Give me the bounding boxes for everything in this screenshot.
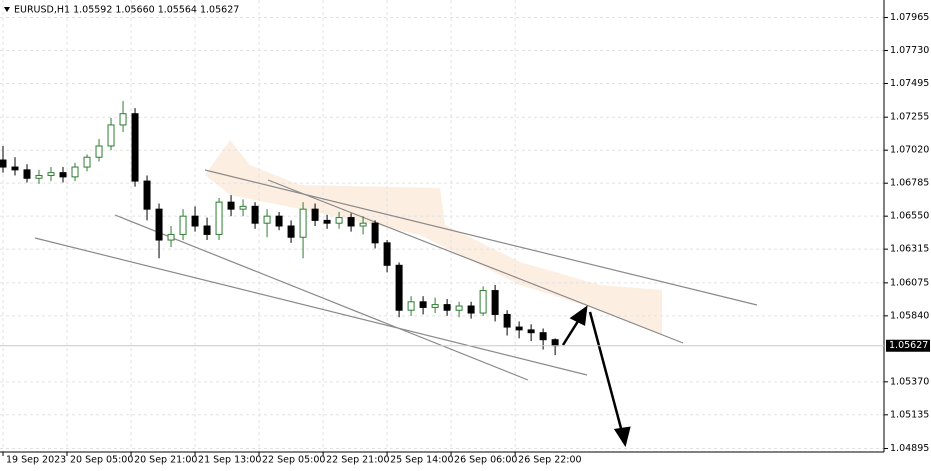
candle-body (551, 339, 559, 347)
candle-body (203, 225, 211, 235)
y-tick-label: 1.07495 (890, 78, 929, 89)
candle-body (35, 174, 43, 179)
y-tick-label: 1.04895 (890, 443, 929, 454)
candle-body (431, 304, 439, 308)
candle-body (299, 208, 307, 238)
candle-body (215, 201, 223, 235)
candle-body (227, 201, 235, 210)
candle-body (119, 113, 127, 126)
x-tick-label: 22 Sep 05:00 (262, 455, 325, 466)
candle-body (515, 326, 523, 331)
current-price-label: 1.05627 (889, 340, 928, 351)
candle-body (0, 159, 7, 168)
candle-body (419, 301, 427, 308)
x-tick-label: 26 Sep 06:00 (454, 455, 517, 466)
trend-line (34, 237, 588, 376)
candle-body (287, 225, 295, 238)
current-price-box (886, 339, 930, 352)
arrow-up (561, 317, 582, 346)
y-tick-label: 1.06075 (890, 277, 929, 288)
trend-line (114, 214, 529, 381)
candle-body (527, 329, 535, 334)
candle-body (311, 208, 319, 221)
menu-icon (4, 7, 10, 12)
x-tick-label: 20 Sep 21:00 (134, 455, 197, 466)
arrow-head (613, 426, 631, 448)
ichimoku-cloud (205, 140, 662, 335)
candle-body (479, 290, 487, 314)
candle-body (455, 305, 463, 311)
y-tick-label: 1.05370 (890, 376, 929, 387)
y-tick-label: 1.07965 (890, 12, 929, 23)
candle-body (167, 233, 175, 241)
x-tick-label: 22 Sep 21:00 (326, 455, 389, 466)
candle-body (263, 215, 271, 224)
candle-body (371, 222, 379, 244)
y-tick-label: 1.05840 (890, 310, 929, 321)
x-tick-label: 25 Sep 14:00 (390, 455, 453, 466)
y-tick-label: 1.05135 (890, 409, 929, 420)
candle-body (407, 301, 415, 311)
candles (0, 101, 559, 356)
y-tick-label: 1.07730 (890, 45, 929, 56)
x-tick-label: 19 Sep 2023 (6, 455, 66, 466)
candle-body (155, 208, 163, 241)
candle-body (323, 219, 331, 224)
candle-body (143, 180, 151, 210)
candle-body (539, 332, 547, 341)
candle-body (191, 215, 199, 227)
candle-body (11, 166, 19, 171)
x-tick-label: 21 Sep 13:00 (198, 455, 261, 466)
candle-body (131, 113, 139, 182)
candle-body (23, 169, 31, 179)
trend-line (267, 179, 684, 344)
candle-body (503, 313, 511, 328)
candle-body (95, 145, 103, 158)
y-tick-label: 1.06315 (890, 244, 929, 255)
arrow-head (569, 305, 588, 326)
candle-body (179, 215, 187, 235)
candle-body (71, 166, 79, 178)
candle-body (107, 124, 115, 147)
candle-body (335, 217, 343, 224)
candle-body (359, 222, 367, 227)
chart-title: EURUSD,H1 1.05592 1.05660 1.05564 1.0562… (14, 5, 239, 16)
y-tick-label: 1.07020 (890, 145, 929, 156)
arrow-down (588, 311, 624, 433)
candle-body (83, 156, 91, 168)
candle-body (47, 172, 55, 176)
candle-body (239, 205, 247, 210)
candle-body (443, 304, 451, 311)
y-tick-label: 1.06785 (890, 178, 929, 189)
candle-body (467, 305, 475, 314)
candle-body (395, 264, 403, 311)
x-tick-label: 20 Sep 05:00 (70, 455, 133, 466)
y-tick-label: 1.07255 (890, 112, 929, 123)
forecast-arrows (561, 305, 631, 448)
candle-body (251, 205, 259, 224)
candle-body (59, 172, 67, 178)
trend-line (204, 169, 758, 306)
candle-body (491, 290, 499, 315)
candle-body (275, 215, 283, 227)
candle-body (347, 217, 355, 227)
trend-lines (34, 169, 758, 381)
candle-body (383, 242, 391, 266)
x-tick-label: 26 Sep 22:00 (518, 455, 581, 466)
y-tick-label: 1.06550 (890, 211, 929, 222)
